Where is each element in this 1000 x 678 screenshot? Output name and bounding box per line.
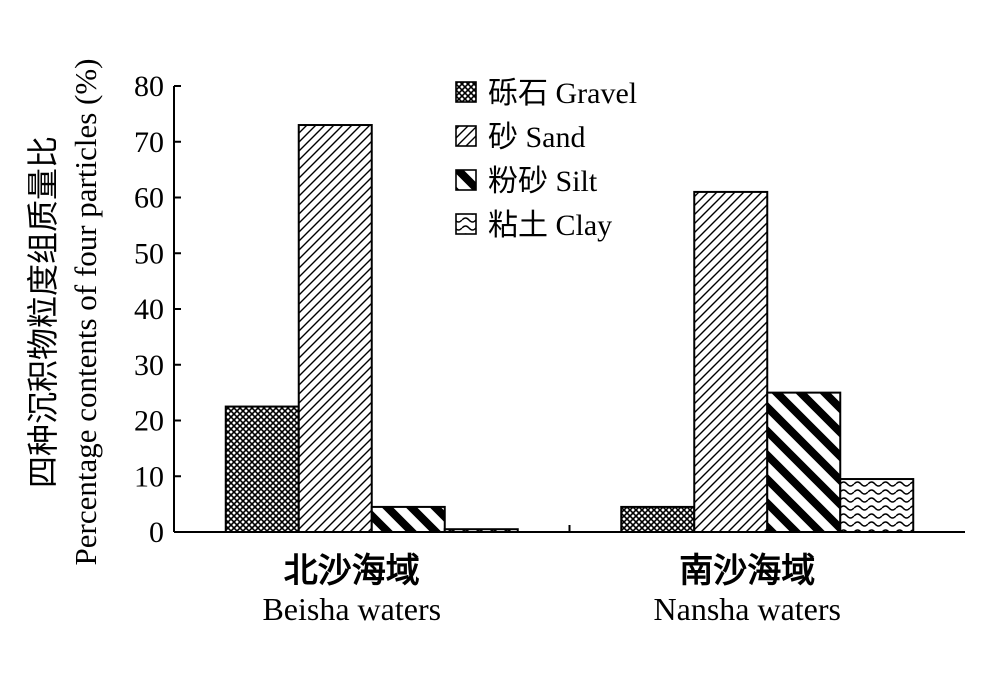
bar-beisha-1 <box>297 124 373 534</box>
y-tick-label: 20 <box>134 405 164 438</box>
category-label-en: Beisha waters <box>262 591 441 627</box>
y-tick-label: 30 <box>134 349 164 382</box>
category-label-cn: 北沙海域 <box>284 551 420 591</box>
legend: 砾石 Gravel 砂 Sand 粉砂 Silt 粘土 Clay <box>455 77 637 242</box>
y-tick-label: 50 <box>134 237 164 270</box>
legend-swatch <box>455 169 477 191</box>
y-tick-label: 80 <box>134 70 164 103</box>
legend-label: 粉砂 Silt <box>488 165 598 198</box>
bar-nansha-2 <box>766 391 842 533</box>
y-axis-ticks: 0 10 20 30 40 50 60 70 80 <box>134 70 181 549</box>
y-axis-title-en: Percentage contents of four particles (%… <box>68 59 103 566</box>
y-tick-label: 70 <box>134 126 164 159</box>
bar-nansha-0 <box>620 505 696 534</box>
bar-beisha-2 <box>370 505 446 534</box>
legend-swatch <box>455 213 477 235</box>
legend-label: 粘土 Clay <box>488 209 612 242</box>
legend-swatch <box>455 125 477 147</box>
legend-label: 砾石 Gravel <box>488 77 637 110</box>
y-axis-title-cn: 四种沉积物粒度组质量比 <box>24 136 62 488</box>
bar-nansha-1 <box>693 190 769 534</box>
legend-swatch <box>455 81 477 103</box>
legend-label: 砂 Sand <box>488 121 586 154</box>
category-label-cn: 南沙海域 <box>679 551 815 591</box>
y-tick-label: 60 <box>134 182 164 215</box>
y-tick-label: 10 <box>134 460 164 493</box>
y-tick-label: 0 <box>149 516 164 549</box>
bar-beisha-0 <box>224 405 300 533</box>
y-tick-label: 40 <box>134 293 164 326</box>
category-label-en: Nansha waters <box>654 591 841 627</box>
bar-nansha-3 <box>839 478 915 534</box>
